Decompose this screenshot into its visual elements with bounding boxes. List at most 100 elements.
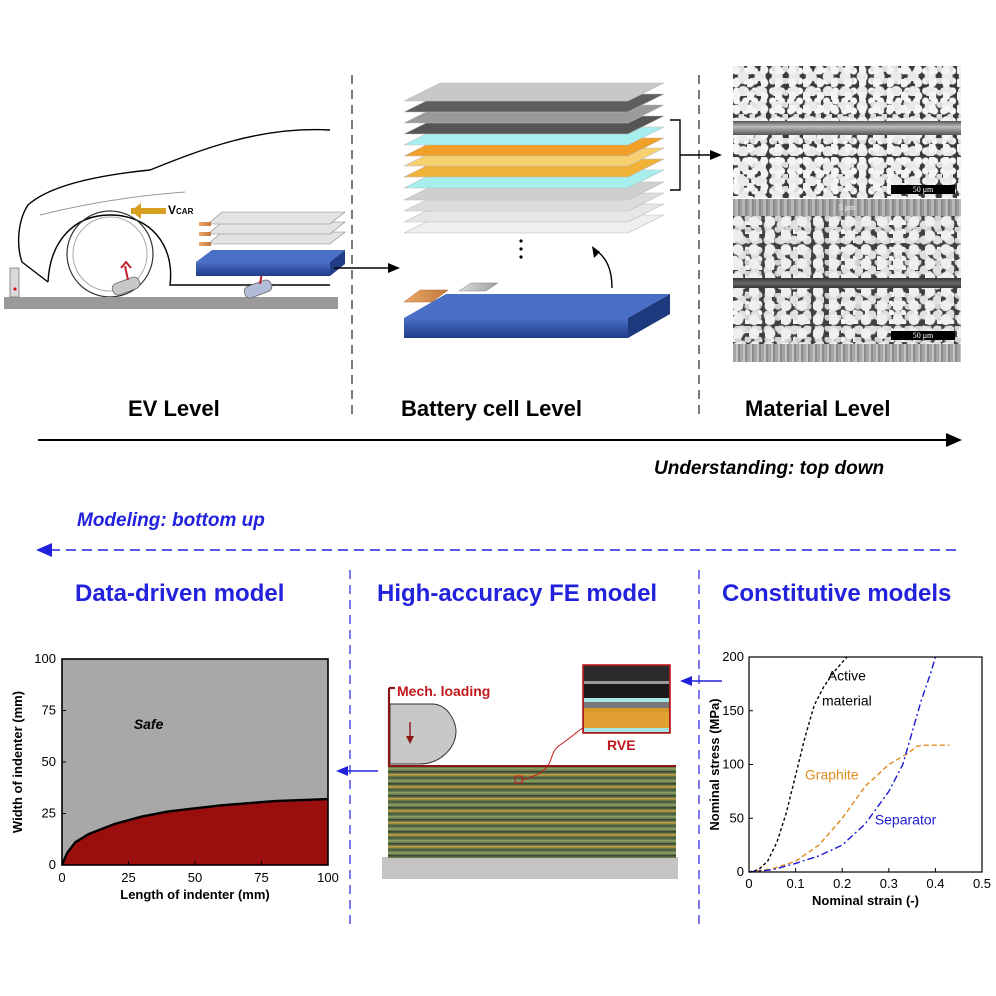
car-wheel-inner <box>72 216 148 292</box>
fe-layer-stripe <box>388 816 676 818</box>
ev-level-label: EV Level <box>128 396 220 421</box>
y-tick-label: 50 <box>730 810 744 825</box>
stack-bracket <box>670 119 681 191</box>
safety-map-chart: 0 25 50 75 100 0 25 50 75 100 Length of indenter (… <box>10 651 339 902</box>
x-tick-label: 75 <box>254 870 268 885</box>
data-driven-title: Data-driven model <box>75 580 285 607</box>
curved-arrow-head <box>592 246 600 258</box>
vcar-label: VCAR <box>168 203 193 217</box>
plot-frame <box>748 656 983 873</box>
sem-bottom-foil <box>733 278 961 288</box>
vcar-subscript: CAR <box>176 207 194 216</box>
annotation-active-material-line2: material <box>822 692 872 708</box>
fe-layer-stripe <box>388 780 676 782</box>
impactor-rear <box>243 271 273 299</box>
annotation-active-material: Active <box>828 668 866 684</box>
fe-layer-stripe <box>388 828 676 830</box>
understanding-arrowhead <box>946 433 962 447</box>
fe-layer-stripe <box>388 801 676 803</box>
y-tick-label: 100 <box>34 651 56 666</box>
x-tick-label: 25 <box>121 870 135 885</box>
x-axis-label: Length of indenter (mm) <box>120 887 270 902</box>
material-level-label: Material Level <box>745 396 891 421</box>
safe-region-label: Safe <box>134 716 164 732</box>
sem-image-strip <box>733 344 961 362</box>
annotation-separator: Separator <box>875 812 937 828</box>
understanding-label: Understanding: top down <box>654 458 885 479</box>
modeling-label: Modeling: bottom up <box>77 510 265 531</box>
fe-layer-stripe <box>388 807 676 809</box>
fe-layer-stripe <box>388 792 676 794</box>
fe-layer-stripe <box>388 825 676 827</box>
x-tick-label: 0.3 <box>880 876 898 891</box>
fe-layer-stripe <box>388 834 676 836</box>
ev-car-outline <box>17 128 331 286</box>
battery-cell-level-label: Battery cell Level <box>401 396 582 421</box>
fe-layer-stripe <box>388 768 676 770</box>
mech-loading-label: Mech. loading <box>397 683 491 699</box>
sem-image-mid: 5 μm <box>733 199 961 216</box>
modeling-arrowhead <box>36 543 52 557</box>
series-line-separator <box>748 656 937 873</box>
safety-boundary <box>60 797 329 866</box>
ground-plate <box>4 297 338 309</box>
fe-layer-stripe <box>388 786 676 788</box>
vcar-main: V <box>168 203 177 217</box>
fe-layer-stripe <box>388 795 676 797</box>
pouch-cell <box>403 282 670 338</box>
y-axis-label: Nominal stress (MPa) <box>707 698 722 830</box>
rve-label: RVE <box>607 737 636 753</box>
fe-model <box>382 664 678 879</box>
y-tick-label: 150 <box>722 703 744 718</box>
fe-layer-stripe <box>388 777 676 779</box>
fe-layer-stripe <box>388 783 676 785</box>
impactor-front <box>111 260 141 296</box>
y-tick-label: 25 <box>42 806 56 821</box>
fe-layer-stripe <box>388 843 676 845</box>
arrow-ev-to-cell-head <box>388 263 400 273</box>
fe-layer-stripe <box>388 789 676 791</box>
y-tick-label: 100 <box>722 757 744 772</box>
annotation-graphite: Graphite <box>805 767 859 783</box>
x-tick-label: 0.4 <box>926 876 944 891</box>
y-tick-label: 50 <box>42 754 56 769</box>
fe-layer-stripe <box>388 831 676 833</box>
sem-top-scalebar: 50 μm <box>891 185 955 194</box>
fe-layer-stripe <box>388 810 676 812</box>
car-battery-stack <box>196 211 346 276</box>
arrow-fe-to-data-head <box>336 766 348 776</box>
y-axis-label: Width of indenter (mm) <box>10 691 25 833</box>
y-tick-label: 75 <box>42 703 56 718</box>
y-tick-label: 0 <box>737 864 744 879</box>
fe-layer-stripe <box>388 840 676 842</box>
arrow-cell-to-material-head <box>710 150 722 160</box>
cell-layer-stack <box>403 82 665 234</box>
fe-layer-stripe <box>388 855 676 857</box>
fe-layer-stripe <box>388 804 676 806</box>
fe-layer-stripe <box>388 774 676 776</box>
y-tick-label: 0 <box>49 857 56 872</box>
constitutive-title: Constitutive models <box>722 580 952 607</box>
x-tick-label: 0 <box>58 870 65 885</box>
stack-continuation-dots <box>519 239 523 259</box>
fe-layer-stripe <box>388 822 676 824</box>
vcar-arrowhead <box>131 203 141 219</box>
pole-marker <box>13 287 17 291</box>
pole-barrier <box>9 267 20 298</box>
y-tick-label: 200 <box>722 649 744 664</box>
sem-bottom-scalebar: 50 μm <box>891 331 955 340</box>
x-tick-label: 50 <box>188 870 202 885</box>
sem-mid-scalebar: 5 μm <box>838 203 856 212</box>
sem-image-top: 50 μm <box>733 66 961 198</box>
arrow-const-to-fe-head <box>680 676 692 686</box>
curved-arrow-explode <box>595 249 613 289</box>
stress-strain-chart: 0 0.1 0.2 0.3 0.4 0.5 0 50 100 150 200 Nominal stra… <box>707 649 991 908</box>
fe-layer-stripe <box>388 798 676 800</box>
fe-layer-stripe <box>388 852 676 854</box>
sem-image-bottom: 50 μm <box>733 216 961 344</box>
fe-layer-stripe <box>388 837 676 839</box>
sem-top-foil <box>733 121 961 135</box>
x-tick-label: 0.2 <box>833 876 851 891</box>
